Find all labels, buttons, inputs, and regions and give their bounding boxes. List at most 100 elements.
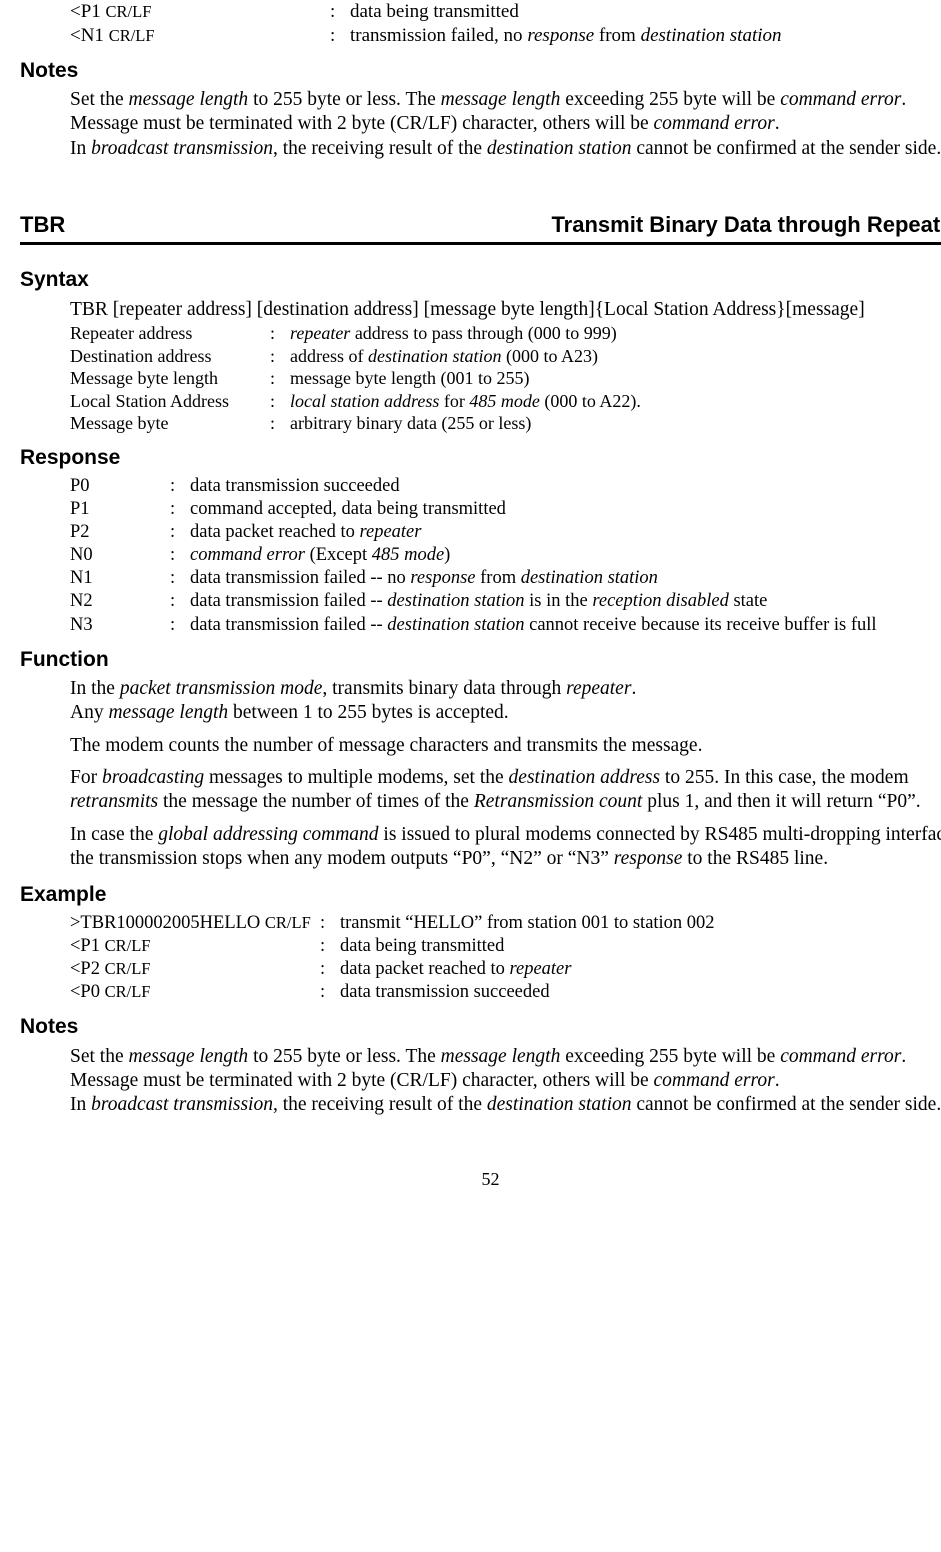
code-desc: transmission failed, no response from de…: [350, 24, 941, 48]
notes-line: In broadcast transmission, the receiving…: [70, 1093, 941, 1117]
function-para: Any message length between 1 to 255 byte…: [70, 701, 941, 725]
param-desc: arbitrary binary data (255 or less): [290, 412, 941, 435]
ex-crlf: CR/LF: [265, 913, 311, 932]
ex-crlf: CR/LF: [105, 936, 151, 955]
notes-body: Set the message length to 255 byte or le…: [70, 1045, 941, 1118]
response-row: N1 : data transmission failed -- no resp…: [70, 567, 941, 590]
code-row: <N1 CR/LF : transmission failed, no resp…: [70, 24, 941, 48]
top-fragment: <P1 CR/LF : data being transmitted <N1 C…: [20, 0, 941, 48]
param-desc: address of destination station (000 to A…: [290, 345, 941, 368]
row-sep: :: [320, 935, 340, 958]
row-sep: :: [320, 981, 340, 1004]
code-desc: data being transmitted: [350, 0, 941, 24]
row-sep: :: [170, 498, 190, 521]
example-desc: data being transmitted: [340, 935, 941, 958]
function-para: The modem counts the number of message c…: [70, 734, 941, 758]
param-row: Destination address : address of destina…: [70, 345, 941, 368]
notes-line: Set the message length to 255 byte or le…: [70, 1045, 941, 1069]
syntax-params: Repeater address : repeater address to p…: [20, 322, 941, 435]
response-row: N0 : command error (Except 485 mode): [70, 544, 941, 567]
response-heading: Response: [20, 445, 941, 471]
code-left: <N1 CR/LF: [70, 24, 330, 48]
row-sep: :: [170, 614, 190, 637]
param-desc: repeater address to pass through (000 to…: [290, 322, 941, 345]
ex-text: <P2: [70, 959, 105, 979]
row-sep: :: [170, 521, 190, 544]
example-row: <P2 CR/LF : data packet reached to repea…: [70, 958, 941, 981]
param-row: Message byte : arbitrary binary data (25…: [70, 412, 941, 435]
response-desc: data transmission succeeded: [190, 475, 941, 498]
ex-text: <P0: [70, 982, 105, 1002]
row-sep: :: [330, 24, 350, 48]
notes-line: In broadcast transmission, the receiving…: [70, 137, 941, 161]
row-sep: :: [320, 912, 340, 935]
param-name: Repeater address: [70, 322, 270, 345]
code-left: <P1 CR/LF: [70, 0, 330, 24]
row-sep: :: [170, 567, 190, 590]
row-sep: :: [270, 345, 290, 368]
example-row: <P0 CR/LF : data transmission succeeded: [70, 981, 941, 1004]
function-para: In case the global addressing command is…: [70, 823, 941, 872]
row-sep: :: [270, 412, 290, 435]
example-rows: >TBR100002005HELLO CR/LF : transmit “HEL…: [20, 912, 941, 1005]
example-left: <P2 CR/LF: [70, 958, 320, 981]
code-prefix: <P1: [70, 1, 106, 22]
param-row: Local Station Address : local station ad…: [70, 390, 941, 413]
response-desc: data transmission failed -- destination …: [190, 590, 941, 613]
ex-crlf: CR/LF: [105, 982, 151, 1001]
response-row: N3 : data transmission failed -- destina…: [70, 614, 941, 637]
page-number: 52: [20, 1168, 941, 1191]
response-rows: P0 : data transmission succeeded P1 : co…: [20, 475, 941, 637]
param-name: Message byte: [70, 412, 270, 435]
notes-heading: Notes: [20, 58, 941, 84]
example-desc: transmit “HELLO” from station 001 to sta…: [340, 912, 941, 935]
example-row: >TBR100002005HELLO CR/LF : transmit “HEL…: [70, 912, 941, 935]
response-code: P0: [70, 475, 170, 498]
response-code: N1: [70, 567, 170, 590]
param-name: Destination address: [70, 345, 270, 368]
param-desc: message byte length (001 to 255): [290, 367, 941, 390]
example-heading: Example: [20, 882, 941, 908]
syntax-line: TBR [repeater address] [destination addr…: [70, 298, 941, 322]
response-code: P2: [70, 521, 170, 544]
example-left: <P1 CR/LF: [70, 935, 320, 958]
syntax-heading: Syntax: [20, 267, 941, 293]
ex-crlf: CR/LF: [105, 959, 151, 978]
response-desc: data transmission failed -- destination …: [190, 614, 941, 637]
row-sep: :: [320, 958, 340, 981]
example-desc: data transmission succeeded: [340, 981, 941, 1004]
example-row: <P1 CR/LF : data being transmitted: [70, 935, 941, 958]
notes-line: Message must be terminated with 2 byte (…: [70, 1069, 941, 1093]
response-desc: command error (Except 485 mode): [190, 544, 941, 567]
response-desc: data packet reached to repeater: [190, 521, 941, 544]
response-desc: command accepted, data being transmitted: [190, 498, 941, 521]
notes-heading: Notes: [20, 1014, 941, 1040]
response-code: N2: [70, 590, 170, 613]
param-row: Repeater address : repeater address to p…: [70, 322, 941, 345]
example-desc: data packet reached to repeater: [340, 958, 941, 981]
code-crlf: CR/LF: [109, 26, 155, 45]
response-code: P1: [70, 498, 170, 521]
row-sep: :: [330, 0, 350, 24]
row-sep: :: [170, 475, 190, 498]
function-para: In the packet transmission mode, transmi…: [70, 677, 941, 701]
ex-text: <P1: [70, 936, 105, 956]
command-header: TBR Transmit Binary Data through Repeate…: [20, 211, 941, 246]
row-sep: :: [270, 367, 290, 390]
response-row: P2 : data packet reached to repeater: [70, 521, 941, 544]
ex-text: >TBR100002005HELLO: [70, 913, 265, 933]
function-para: For broadcasting messages to multiple mo…: [70, 766, 941, 815]
code-row: <P1 CR/LF : data being transmitted: [70, 0, 941, 24]
row-sep: :: [270, 390, 290, 413]
example-left: >TBR100002005HELLO CR/LF: [70, 912, 320, 935]
row-sep: :: [170, 590, 190, 613]
code-crlf: CR/LF: [106, 2, 152, 21]
param-row: Message byte length : message byte lengt…: [70, 367, 941, 390]
row-sep: :: [170, 544, 190, 567]
row-sep: :: [270, 322, 290, 345]
response-code: N0: [70, 544, 170, 567]
example-left: <P0 CR/LF: [70, 981, 320, 1004]
response-row: P1 : command accepted, data being transm…: [70, 498, 941, 521]
function-body: In the packet transmission mode, transmi…: [70, 677, 941, 872]
response-row: N2 : data transmission failed -- destina…: [70, 590, 941, 613]
